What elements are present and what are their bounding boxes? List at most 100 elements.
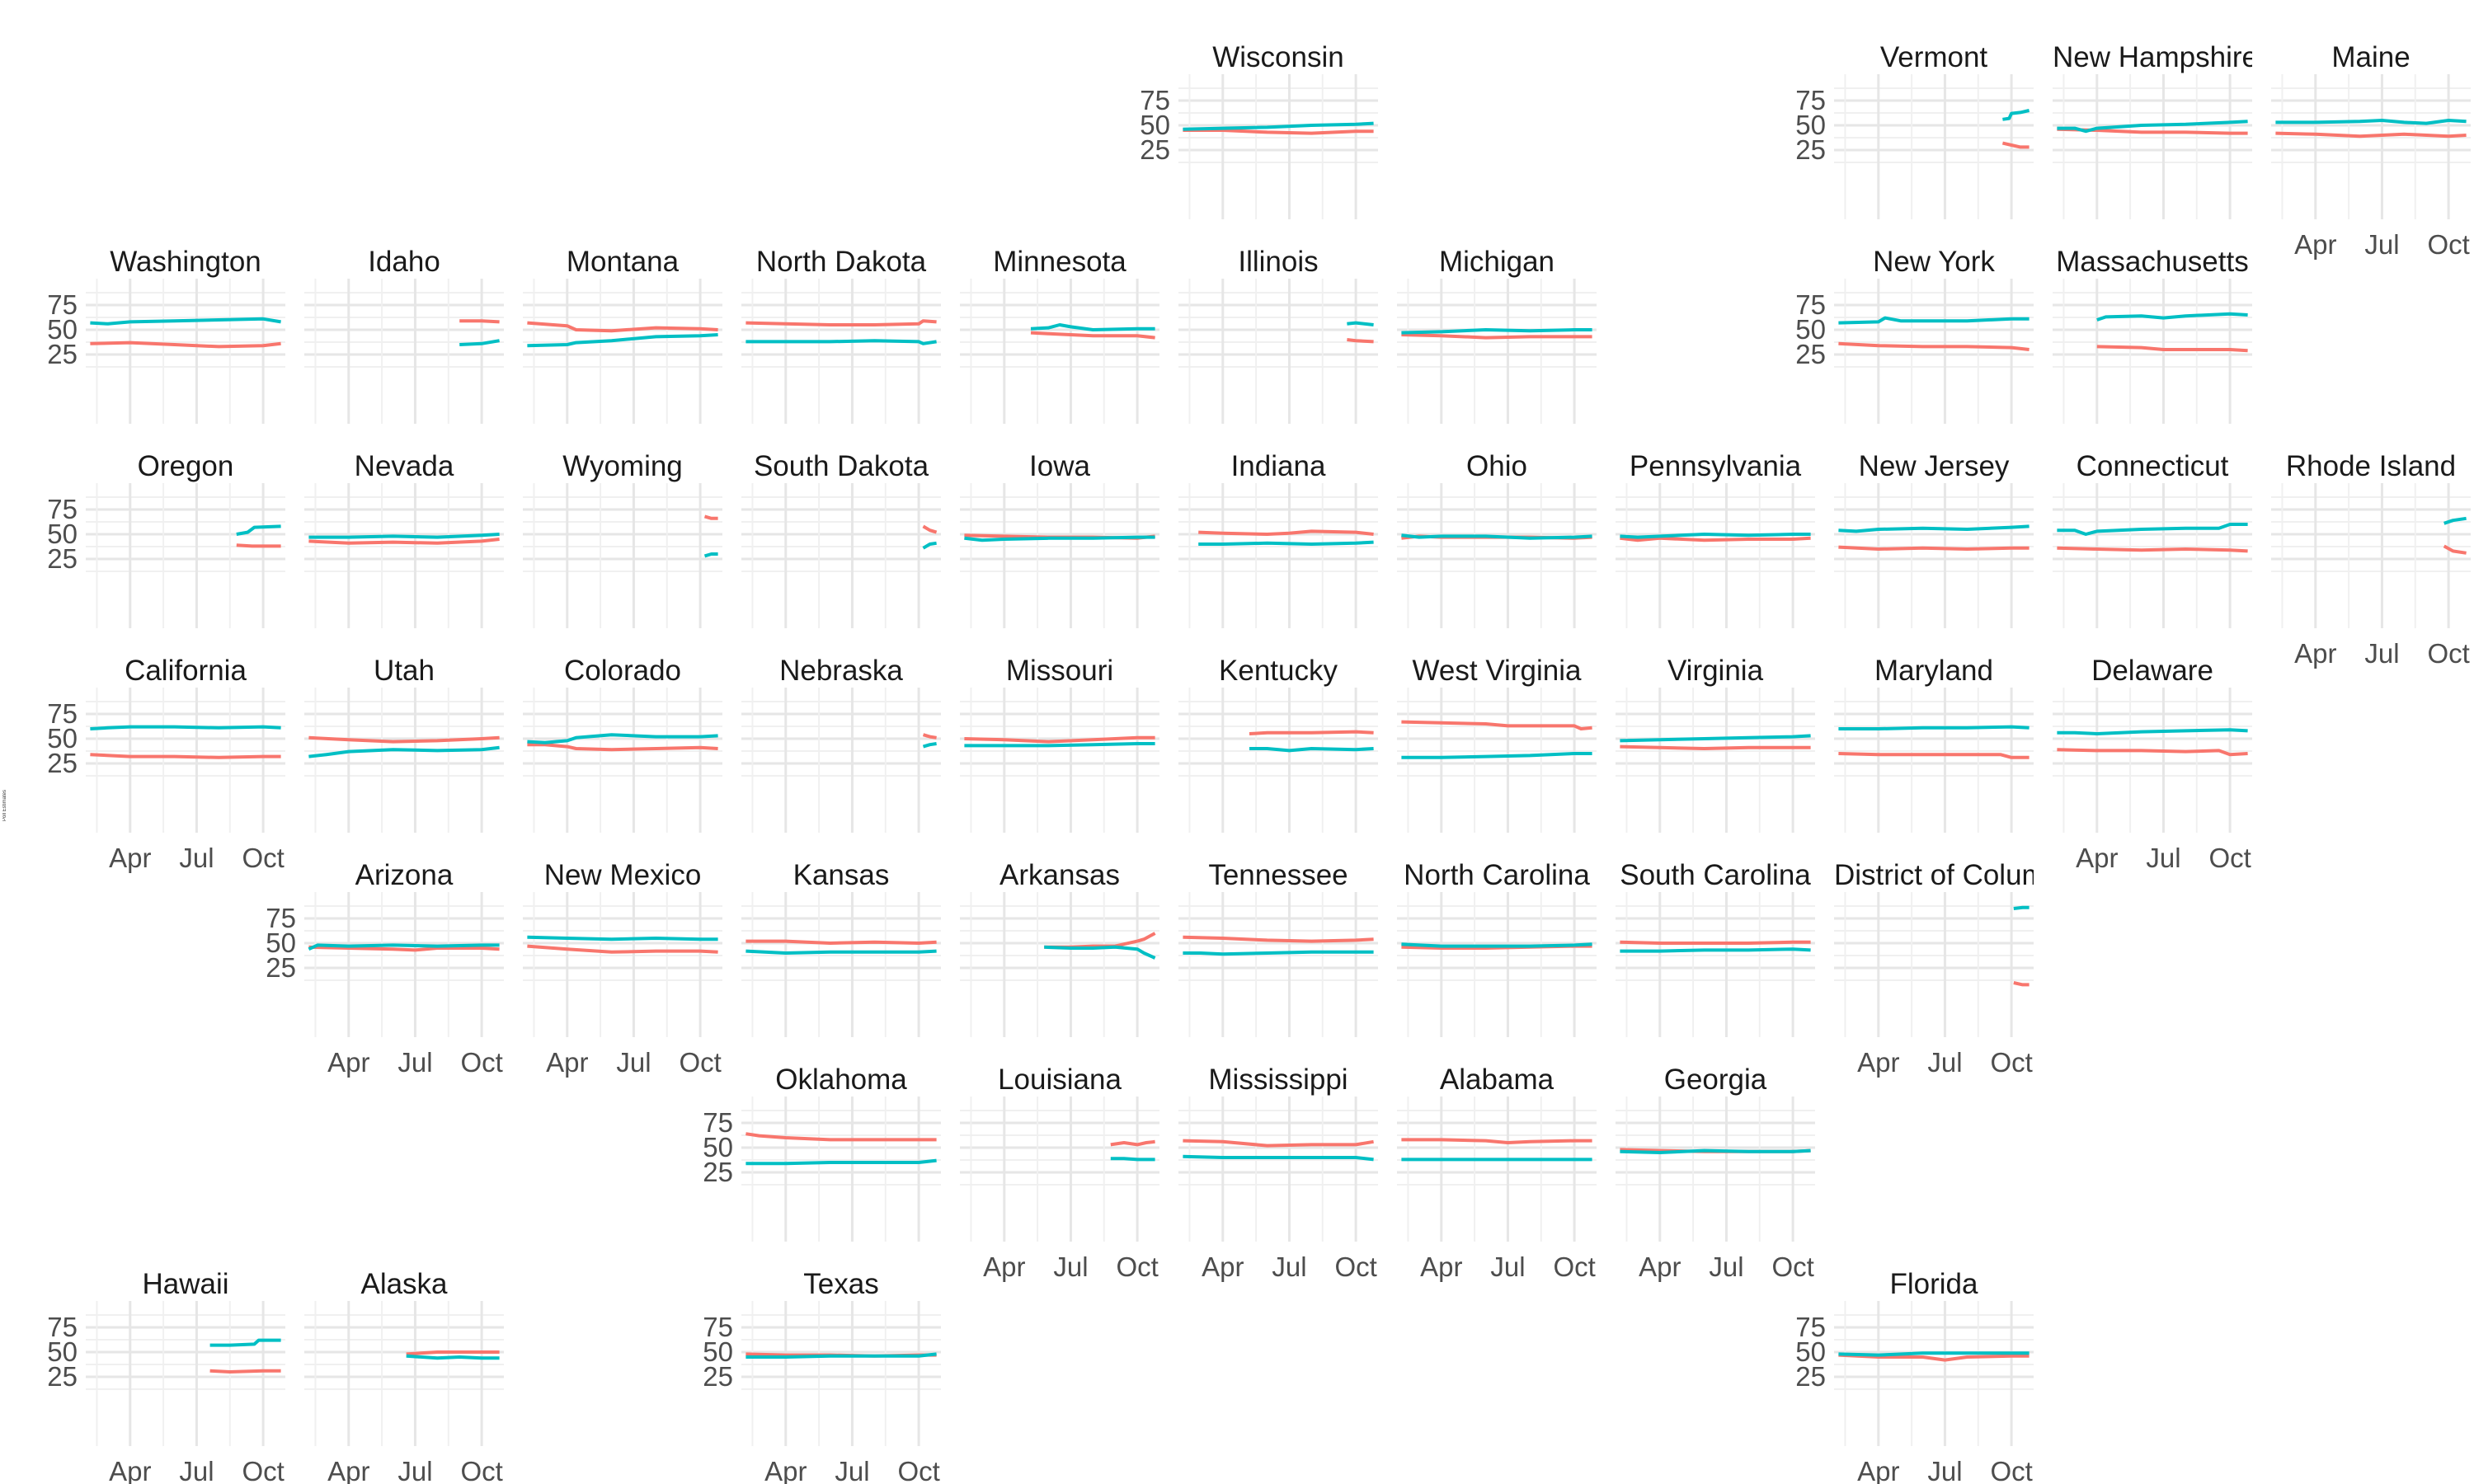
- x-tick-label: Jul: [616, 1047, 651, 1078]
- series-blue-line: [1838, 316, 2030, 325]
- y-tick-label: 25: [703, 1157, 733, 1187]
- facet-plot: [1397, 688, 1597, 833]
- facet-plot: [960, 483, 1159, 628]
- facet-plot: [1178, 688, 1378, 833]
- facet-panel: New Hampshire: [2053, 25, 2252, 228]
- facet-panel: Arkansas: [960, 843, 1159, 1045]
- facet-plot: [1178, 279, 1378, 424]
- y-tick-label: 25: [47, 1361, 78, 1392]
- facet-panel: Michigan: [1397, 229, 1597, 432]
- facet-title: Texas: [803, 1268, 879, 1300]
- facet-plot: [1834, 483, 2034, 628]
- facet-title: Maine: [2331, 41, 2411, 73]
- series-blue-line: [1620, 533, 1811, 539]
- facet-plot: [2053, 74, 2252, 219]
- x-tick-label: Jul: [397, 1456, 432, 1484]
- series-blue-line: [2002, 109, 2030, 121]
- facet-panel: New York 25 50 75: [1795, 229, 2034, 432]
- series-blue-line: [1198, 540, 1374, 546]
- series-red-line: [2057, 546, 2248, 553]
- series-blue-line: [745, 339, 937, 345]
- x-tick-label: Jul: [2364, 638, 2399, 669]
- series-red-line: [1401, 1138, 1592, 1144]
- facet-panel: Minnesota: [960, 229, 1159, 432]
- facet-plot: [523, 483, 722, 628]
- series-red-line: [1110, 1139, 1155, 1147]
- series-blue-line: [90, 725, 281, 730]
- x-tick-label: Apr: [109, 843, 151, 873]
- series-blue-line: [406, 1354, 500, 1360]
- series-blue-line: [745, 949, 937, 955]
- x-tick-label: Jul: [2364, 229, 2399, 260]
- facet-title: Delaware: [2091, 655, 2213, 687]
- x-tick-label: Apr: [2076, 843, 2118, 873]
- series-red-line: [308, 538, 500, 545]
- facet-panel: Tennessee: [1178, 843, 1378, 1045]
- y-tick-label: 75: [1795, 289, 1826, 320]
- series-red-line: [2057, 748, 2248, 757]
- x-tick-label: Oct: [2427, 229, 2469, 260]
- series-blue-line: [2057, 728, 2248, 735]
- facet-title: Alabama: [1439, 1064, 1554, 1096]
- facet-title: Tennessee: [1208, 859, 1348, 891]
- series-red-line: [236, 543, 281, 548]
- y-tick-label: 75: [1795, 1312, 1826, 1342]
- y-tick-label: 25: [47, 748, 78, 778]
- facet-title: California: [125, 655, 247, 687]
- facet-title: Wyoming: [562, 450, 683, 482]
- facet-panel: Wyoming: [523, 434, 722, 636]
- y-tick-label: 50: [1795, 1336, 1826, 1367]
- series-red-line: [1183, 935, 1374, 943]
- facet-panel: Alabama Apr Jul Oct: [1397, 1047, 1597, 1282]
- series-red-line: [2096, 345, 2248, 353]
- facet-panel: Louisiana Apr Jul Oct: [960, 1047, 1159, 1282]
- facet-panel: Utah: [304, 638, 504, 841]
- facet-panel: Nebraska: [741, 638, 941, 841]
- series-red-line: [1198, 529, 1374, 536]
- facet-title: Connecticut: [2076, 450, 2229, 482]
- facet-plot: [1834, 688, 2034, 833]
- y-tick-label: 50: [1140, 110, 1170, 140]
- x-tick-label: Apr: [1420, 1252, 1462, 1282]
- y-tick-label: 25: [47, 543, 78, 574]
- y-tick-label: 75: [1140, 85, 1170, 115]
- x-tick-label: Apr: [2294, 229, 2336, 260]
- x-tick-label: Apr: [546, 1047, 588, 1078]
- series-blue-line: [1183, 1154, 1374, 1162]
- series-blue-line: [1838, 524, 2030, 533]
- x-tick-label: Jul: [2146, 843, 2180, 873]
- series-red-line: [406, 1350, 500, 1356]
- x-tick-label: Jul: [1927, 1047, 1962, 1078]
- facet-title: Pennsylvania: [1629, 450, 1802, 482]
- facet-title: Montana: [566, 246, 680, 278]
- facet-plot: Apr Jul Oct: [1616, 1097, 1815, 1282]
- facet-title: Georgia: [1663, 1064, 1767, 1096]
- series-blue-line: [922, 742, 937, 749]
- facet-plot: [2053, 279, 2252, 424]
- y-tick-label: 50: [266, 928, 296, 958]
- x-tick-label: Apr: [1639, 1252, 1681, 1282]
- series-red-line: [90, 340, 281, 349]
- facet-plot: [960, 892, 1159, 1037]
- facet-title: Rhode Island: [2285, 450, 2457, 482]
- facet-title: Michigan: [1438, 246, 1555, 278]
- y-tick-label: 25: [703, 1361, 733, 1392]
- facet-plot: [1616, 483, 1815, 628]
- facet-panel: Massachusetts: [2053, 229, 2252, 432]
- facet-panel: Florida 25 50 75 Apr Jul Oct: [1795, 1252, 2034, 1484]
- y-tick-label: 75: [47, 289, 78, 320]
- x-tick-label: Jul: [1490, 1252, 1525, 1282]
- facet-plot: [1397, 483, 1597, 628]
- facet-panel: Maryland: [1834, 638, 2034, 841]
- facet-title: Nebraska: [779, 655, 903, 687]
- facet-title: Alaska: [360, 1268, 448, 1300]
- x-tick-label: Oct: [897, 1456, 939, 1484]
- series-blue-line: [2013, 905, 2030, 910]
- facet-title: Wisconsin: [1212, 41, 1344, 73]
- facet-title: North Dakota: [755, 246, 927, 278]
- x-tick-label: Apr: [1202, 1252, 1244, 1282]
- facet-title: New Hampshire: [2053, 41, 2252, 73]
